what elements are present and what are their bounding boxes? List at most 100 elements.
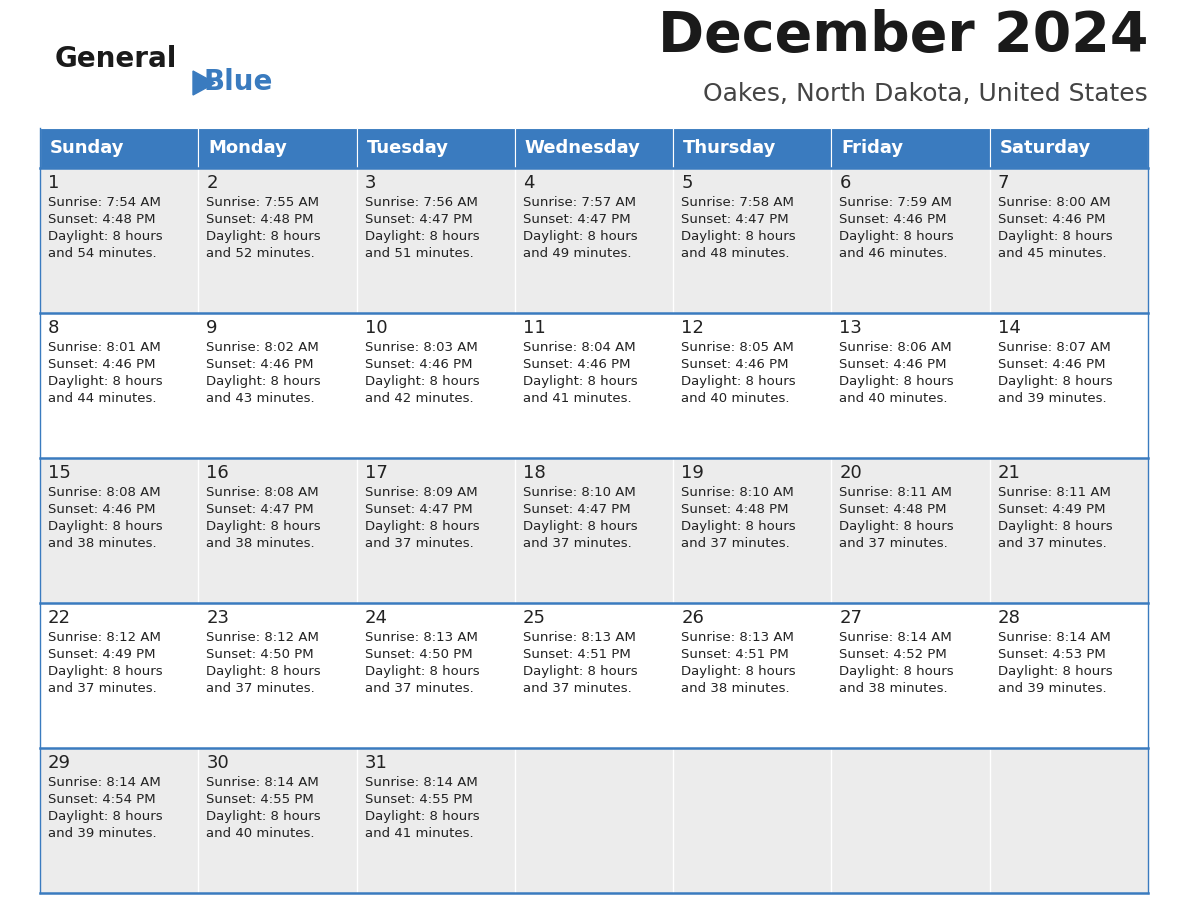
Text: and 37 minutes.: and 37 minutes. <box>365 537 473 550</box>
Text: and 43 minutes.: and 43 minutes. <box>207 392 315 405</box>
Text: 19: 19 <box>681 464 704 482</box>
Text: Blue: Blue <box>203 68 272 96</box>
Text: Sunrise: 8:05 AM: Sunrise: 8:05 AM <box>681 341 794 354</box>
Text: and 39 minutes.: and 39 minutes. <box>998 682 1106 695</box>
Text: Sunrise: 8:09 AM: Sunrise: 8:09 AM <box>365 486 478 499</box>
Text: 16: 16 <box>207 464 229 482</box>
Text: Sunset: 4:51 PM: Sunset: 4:51 PM <box>523 648 631 661</box>
Text: Thursday: Thursday <box>683 139 777 157</box>
Text: Sunset: 4:46 PM: Sunset: 4:46 PM <box>523 358 631 371</box>
Text: 17: 17 <box>365 464 387 482</box>
Text: Sunset: 4:46 PM: Sunset: 4:46 PM <box>998 358 1105 371</box>
Text: Friday: Friday <box>841 139 904 157</box>
Text: Daylight: 8 hours: Daylight: 8 hours <box>681 375 796 388</box>
Bar <box>514 128 674 168</box>
Text: 9: 9 <box>207 319 217 337</box>
Text: Daylight: 8 hours: Daylight: 8 hours <box>523 520 638 533</box>
Text: and 45 minutes.: and 45 minutes. <box>998 247 1106 260</box>
Bar <box>40 168 1148 313</box>
Text: 18: 18 <box>523 464 545 482</box>
Text: Sunset: 4:46 PM: Sunset: 4:46 PM <box>840 358 947 371</box>
Text: 20: 20 <box>840 464 862 482</box>
Text: and 37 minutes.: and 37 minutes. <box>840 537 948 550</box>
Text: Daylight: 8 hours: Daylight: 8 hours <box>998 665 1112 678</box>
Text: Daylight: 8 hours: Daylight: 8 hours <box>840 665 954 678</box>
Text: Sunrise: 7:55 AM: Sunrise: 7:55 AM <box>207 196 320 209</box>
Text: Daylight: 8 hours: Daylight: 8 hours <box>840 520 954 533</box>
Text: 6: 6 <box>840 174 851 192</box>
Text: 21: 21 <box>998 464 1020 482</box>
Text: Sunset: 4:47 PM: Sunset: 4:47 PM <box>365 213 472 226</box>
Text: Sunrise: 8:14 AM: Sunrise: 8:14 AM <box>840 631 952 644</box>
Text: 2: 2 <box>207 174 217 192</box>
Text: Sunset: 4:55 PM: Sunset: 4:55 PM <box>207 793 314 806</box>
Text: 3: 3 <box>365 174 377 192</box>
Text: General: General <box>55 45 177 73</box>
Text: Sunset: 4:46 PM: Sunset: 4:46 PM <box>365 358 472 371</box>
Bar <box>674 128 832 168</box>
Text: Sunrise: 8:02 AM: Sunrise: 8:02 AM <box>207 341 320 354</box>
Text: and 40 minutes.: and 40 minutes. <box>681 392 790 405</box>
Text: and 41 minutes.: and 41 minutes. <box>365 827 473 840</box>
Text: Daylight: 8 hours: Daylight: 8 hours <box>998 230 1112 243</box>
Text: Sunset: 4:51 PM: Sunset: 4:51 PM <box>681 648 789 661</box>
Text: and 37 minutes.: and 37 minutes. <box>523 682 632 695</box>
Text: Sunset: 4:46 PM: Sunset: 4:46 PM <box>48 503 156 516</box>
Text: Daylight: 8 hours: Daylight: 8 hours <box>207 375 321 388</box>
Text: Daylight: 8 hours: Daylight: 8 hours <box>523 230 638 243</box>
Text: Sunset: 4:47 PM: Sunset: 4:47 PM <box>681 213 789 226</box>
Bar <box>832 128 990 168</box>
Text: Sunrise: 7:54 AM: Sunrise: 7:54 AM <box>48 196 160 209</box>
Text: Daylight: 8 hours: Daylight: 8 hours <box>365 665 479 678</box>
Text: Daylight: 8 hours: Daylight: 8 hours <box>840 375 954 388</box>
Text: and 40 minutes.: and 40 minutes. <box>840 392 948 405</box>
Text: Daylight: 8 hours: Daylight: 8 hours <box>48 230 163 243</box>
Text: 25: 25 <box>523 609 545 627</box>
Text: Sunset: 4:48 PM: Sunset: 4:48 PM <box>207 213 314 226</box>
Text: and 42 minutes.: and 42 minutes. <box>365 392 473 405</box>
Text: and 37 minutes.: and 37 minutes. <box>998 537 1106 550</box>
Text: and 37 minutes.: and 37 minutes. <box>48 682 157 695</box>
Text: Sunrise: 8:14 AM: Sunrise: 8:14 AM <box>48 776 160 789</box>
Text: Sunset: 4:55 PM: Sunset: 4:55 PM <box>365 793 473 806</box>
Text: Sunrise: 8:04 AM: Sunrise: 8:04 AM <box>523 341 636 354</box>
Text: December 2024: December 2024 <box>658 9 1148 63</box>
Text: Sunset: 4:54 PM: Sunset: 4:54 PM <box>48 793 156 806</box>
Bar <box>40 128 198 168</box>
Text: 30: 30 <box>207 754 229 772</box>
Text: Daylight: 8 hours: Daylight: 8 hours <box>840 230 954 243</box>
Text: Sunrise: 8:14 AM: Sunrise: 8:14 AM <box>207 776 320 789</box>
Text: and 38 minutes.: and 38 minutes. <box>840 682 948 695</box>
Text: Sunset: 4:46 PM: Sunset: 4:46 PM <box>840 213 947 226</box>
Text: Daylight: 8 hours: Daylight: 8 hours <box>207 665 321 678</box>
Text: 10: 10 <box>365 319 387 337</box>
Text: Daylight: 8 hours: Daylight: 8 hours <box>681 665 796 678</box>
Text: Sunrise: 8:07 AM: Sunrise: 8:07 AM <box>998 341 1111 354</box>
Text: Sunrise: 8:03 AM: Sunrise: 8:03 AM <box>365 341 478 354</box>
Text: and 51 minutes.: and 51 minutes. <box>365 247 473 260</box>
Text: 28: 28 <box>998 609 1020 627</box>
Polygon shape <box>192 71 215 95</box>
Text: 26: 26 <box>681 609 704 627</box>
Text: Sunrise: 7:57 AM: Sunrise: 7:57 AM <box>523 196 636 209</box>
Text: 8: 8 <box>48 319 59 337</box>
Text: Daylight: 8 hours: Daylight: 8 hours <box>48 665 163 678</box>
Text: 22: 22 <box>48 609 71 627</box>
Text: Daylight: 8 hours: Daylight: 8 hours <box>523 375 638 388</box>
Text: and 44 minutes.: and 44 minutes. <box>48 392 157 405</box>
Text: Sunset: 4:50 PM: Sunset: 4:50 PM <box>365 648 472 661</box>
Text: Sunrise: 8:10 AM: Sunrise: 8:10 AM <box>681 486 794 499</box>
Text: Daylight: 8 hours: Daylight: 8 hours <box>365 375 479 388</box>
Bar <box>40 458 1148 603</box>
Text: Sunrise: 8:14 AM: Sunrise: 8:14 AM <box>998 631 1111 644</box>
Bar <box>990 128 1148 168</box>
Bar <box>40 603 1148 748</box>
Text: Sunrise: 8:12 AM: Sunrise: 8:12 AM <box>48 631 160 644</box>
Text: and 37 minutes.: and 37 minutes. <box>523 537 632 550</box>
Text: Sunset: 4:47 PM: Sunset: 4:47 PM <box>365 503 472 516</box>
Text: Daylight: 8 hours: Daylight: 8 hours <box>207 230 321 243</box>
Text: Saturday: Saturday <box>1000 139 1091 157</box>
Text: Sunset: 4:46 PM: Sunset: 4:46 PM <box>681 358 789 371</box>
Text: Sunset: 4:46 PM: Sunset: 4:46 PM <box>207 358 314 371</box>
Text: Sunrise: 8:14 AM: Sunrise: 8:14 AM <box>365 776 478 789</box>
